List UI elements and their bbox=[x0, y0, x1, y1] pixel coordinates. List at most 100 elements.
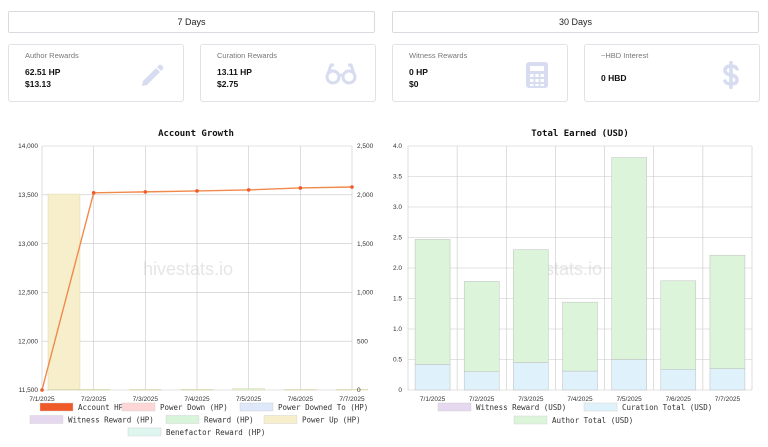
card-value-hbd: 0 HBD bbox=[601, 73, 627, 83]
legend-label-curation-total-usd: Curation Total (USD) bbox=[622, 403, 712, 412]
period-30-days-button[interactable]: 30 Days bbox=[392, 11, 759, 33]
account-hp-point bbox=[91, 191, 96, 195]
x-tick-label: 7/2/2025 bbox=[469, 396, 495, 403]
x-tick-label: 7/6/2025 bbox=[288, 396, 314, 403]
y-tick-label: 3.0 bbox=[393, 204, 402, 211]
y-tick-label: 0.5 bbox=[393, 357, 402, 364]
legend-swatch-power-down-hp bbox=[121, 402, 156, 412]
y-tick-label: 2.5 bbox=[393, 235, 402, 242]
card-value-hp: 13.11 HP bbox=[217, 67, 252, 77]
legend-label-power-up-hp: Power Up (HP) bbox=[302, 416, 361, 425]
legend-swatch-benefactor-reward-hp bbox=[127, 427, 162, 437]
y-left-tick-label: 12,000 bbox=[18, 338, 38, 345]
hbd-interest-card: ~HBD Interest 0 HBD bbox=[584, 44, 760, 102]
legend-swatch-account-hp bbox=[39, 402, 74, 412]
bar-curation-total-usd bbox=[562, 370, 598, 391]
y-tick-label: 0 bbox=[398, 387, 402, 394]
x-tick-label: 7/1/2025 bbox=[420, 396, 446, 403]
bar-power-up-hp bbox=[47, 193, 81, 390]
x-tick-label: 7/1/2025 bbox=[29, 396, 55, 403]
bar-reward-hp bbox=[284, 389, 317, 391]
bar-curation-total-usd bbox=[414, 364, 451, 391]
y-right-tick-label: 0 bbox=[357, 387, 361, 394]
y-left-tick-label: 12,500 bbox=[18, 290, 38, 297]
legend-swatch-author-total-usd bbox=[513, 415, 548, 425]
legend-label-power-downed-to-hp: Power Downed To (HP) bbox=[278, 403, 368, 412]
bar-curation-total-usd bbox=[463, 371, 500, 391]
calculator-icon bbox=[526, 62, 548, 88]
legend-swatch-power-downed-to-hp bbox=[239, 402, 274, 412]
account-hp-point bbox=[143, 190, 148, 194]
legend-label-account-hp: Account HP bbox=[78, 403, 124, 412]
card-value-hp: 62.51 HP bbox=[25, 67, 61, 77]
chart-title: Total Earned (USD) bbox=[531, 129, 629, 139]
y-tick-label: 1.0 bbox=[393, 326, 402, 333]
y-tick-label: 4.0 bbox=[393, 143, 402, 150]
bar-author-total-usd bbox=[660, 280, 697, 370]
x-tick-label: 7/5/2025 bbox=[616, 396, 642, 403]
y-tick-label: 2.0 bbox=[393, 265, 402, 272]
bar-reward-hp bbox=[232, 388, 265, 391]
period-7-days-button[interactable]: 7 Days bbox=[8, 11, 375, 33]
x-tick-label: 7/7/2025 bbox=[715, 396, 741, 403]
card-title: ~HBD Interest bbox=[601, 51, 649, 60]
legend-swatch-witness-reward-usd bbox=[437, 402, 472, 412]
x-tick-label: 7/3/2025 bbox=[518, 396, 544, 403]
x-tick-label: 7/6/2025 bbox=[666, 396, 692, 403]
bar-author-total-usd bbox=[562, 301, 598, 372]
legend-label-power-down-hp: Power Down (HP) bbox=[160, 403, 228, 412]
bar-reward-hp bbox=[77, 389, 110, 391]
card-value-hp: 0 HP bbox=[409, 67, 428, 77]
legend-label-reward-hp: Reward (HP) bbox=[204, 416, 254, 425]
bar-reward-hp bbox=[129, 389, 162, 391]
y-tick-label: 1.5 bbox=[393, 296, 402, 303]
x-tick-label: 7/7/2025 bbox=[339, 396, 365, 403]
bar-curation-total-usd bbox=[709, 368, 746, 391]
x-tick-label: 7/5/2025 bbox=[236, 396, 262, 403]
total-earned-chart: hivestats.io 4.03.53.02.52.01.51.00.507/… bbox=[393, 143, 753, 425]
curation-rewards-card: Curation Rewards 13.11 HP $2.75 bbox=[200, 44, 376, 102]
y-left-tick-label: 14,000 bbox=[18, 143, 38, 150]
x-tick-label: 7/4/2025 bbox=[184, 396, 210, 403]
bar-curation-total-usd bbox=[513, 362, 549, 391]
y-left-tick-label: 13,500 bbox=[18, 192, 38, 199]
account-hp-point bbox=[40, 388, 44, 392]
card-title: Witness Rewards bbox=[409, 51, 468, 60]
legend-label-author-total-usd: Author Total (USD) bbox=[552, 416, 633, 425]
bar-author-total-usd bbox=[513, 249, 549, 363]
card-title: Curation Rewards bbox=[217, 51, 278, 60]
y-right-tick-label: 1,500 bbox=[357, 241, 374, 248]
watermark: hivestats.io bbox=[143, 259, 233, 279]
y-right-tick-label: 500 bbox=[357, 338, 368, 345]
legend-label-witness-reward-usd: Witness Reward (USD) bbox=[476, 403, 566, 412]
y-left-tick-label: 11,500 bbox=[19, 387, 39, 394]
chart-title: Account Growth bbox=[158, 129, 234, 139]
bar-author-total-usd bbox=[709, 254, 746, 369]
account-growth-chart: hivestats.io 14,000 13,500 13,000 12,500 12,… bbox=[18, 143, 374, 437]
account-hp-point bbox=[195, 189, 199, 193]
glasses-icon bbox=[325, 63, 357, 85]
x-tick-label: 7/3/2025 bbox=[133, 396, 159, 403]
y-tick-label: 3.5 bbox=[393, 174, 402, 181]
y-left-tick-label: 13,000 bbox=[18, 241, 38, 248]
account-hp-point bbox=[298, 186, 303, 190]
card-value-usd: $13.13 bbox=[25, 79, 51, 89]
x-tick-label: 7/2/2025 bbox=[81, 396, 107, 403]
author-rewards-card: Author Rewards 62.51 HP $13.13 bbox=[8, 44, 184, 102]
bar-reward-hp bbox=[335, 389, 369, 391]
legend-swatch-power-up-hp bbox=[263, 415, 298, 424]
legend-swatch-witness-reward-hp bbox=[29, 415, 64, 424]
legend-swatch-curation-total-usd bbox=[583, 402, 618, 412]
legend-swatch-reward-hp bbox=[165, 415, 200, 424]
y-right-tick-label: 1,000 bbox=[357, 290, 374, 297]
bar-author-total-usd bbox=[463, 281, 500, 372]
y-right-tick-label: 2,000 bbox=[357, 192, 374, 199]
bar-curation-total-usd bbox=[660, 369, 697, 391]
bar-curation-total-usd bbox=[611, 359, 647, 391]
card-value-usd: $0 bbox=[409, 79, 419, 89]
card-title: Author Rewards bbox=[25, 51, 79, 60]
bar-reward-hp bbox=[180, 389, 214, 391]
legend-label-benefactor-reward-hp: Benefactor Reward (HP) bbox=[166, 428, 265, 437]
dollar-icon bbox=[723, 61, 739, 89]
account-hp-point bbox=[246, 188, 251, 192]
